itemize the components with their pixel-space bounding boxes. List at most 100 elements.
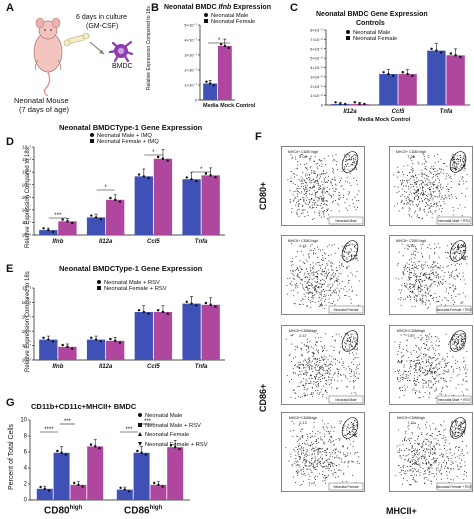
flow-event (450, 273, 452, 275)
flow-event (339, 457, 341, 459)
flow-event (340, 180, 342, 182)
flow-event (313, 353, 315, 355)
flow-event (402, 440, 404, 442)
flow-event (418, 190, 419, 192)
flow-event (435, 297, 437, 299)
flow-event (411, 193, 413, 195)
flow-event (322, 201, 324, 202)
flow-event (293, 372, 295, 374)
flow-event (429, 290, 431, 292)
flow-event (457, 421, 459, 423)
panel-b-xlabel: Media Mock Control (203, 103, 256, 109)
flow-event (352, 342, 354, 344)
flow-event (440, 469, 441, 471)
flow-event (286, 375, 288, 377)
flow-event (297, 191, 299, 192)
flow-event (319, 451, 321, 453)
flow-event (426, 433, 428, 434)
flow-event (425, 201, 427, 203)
flow-event (324, 253, 326, 255)
flow-event (416, 265, 418, 267)
flow-event (402, 376, 404, 378)
flow-event (461, 423, 463, 425)
flow-gate-label: MHCII+ CD80 high (288, 150, 318, 154)
flow-event (435, 336, 436, 338)
flow-event (445, 439, 447, 441)
E-bar-3-0 (182, 303, 201, 360)
flow-event (323, 170, 325, 172)
flow-event (324, 363, 326, 365)
flow-event (297, 361, 299, 363)
flow-event (423, 372, 425, 374)
flow-event (442, 387, 444, 389)
flow-event (461, 215, 463, 217)
flow-event (439, 185, 441, 187)
flow-event (333, 427, 335, 429)
flow-event (423, 483, 425, 485)
flow-event (320, 439, 322, 441)
flow-event (425, 197, 427, 199)
flow-event (303, 442, 305, 444)
flow-event (335, 292, 337, 294)
flow-event (434, 248, 436, 249)
flow-event (304, 295, 306, 297)
flow-event (424, 374, 426, 376)
flow-event (352, 202, 354, 204)
flow-event (319, 369, 321, 370)
flow-event (428, 338, 430, 340)
flow-event (328, 301, 330, 303)
flow-event (459, 333, 461, 335)
flow-event (408, 213, 410, 215)
flow-event (321, 448, 323, 449)
flow-event (465, 373, 467, 375)
flow-event (308, 273, 310, 274)
flow-event (424, 206, 426, 207)
flow-event (453, 159, 455, 161)
flow-event (347, 466, 349, 468)
G-point (94, 445, 97, 448)
flow-event (455, 420, 457, 422)
flow-event (444, 304, 446, 306)
flow-event (405, 349, 407, 351)
flow-event (397, 166, 399, 168)
flow-event (306, 440, 308, 441)
flow-event (417, 286, 419, 288)
flow-event (290, 379, 292, 381)
flow-event (433, 297, 435, 299)
flow-event (455, 243, 457, 245)
flow-gate-value: 7.27 (407, 334, 414, 338)
B-bar-0-0 (203, 83, 218, 100)
flow-event (406, 244, 408, 246)
flow-event (464, 421, 466, 423)
flow-sample-label: Neonatal Male + RSV (438, 398, 471, 402)
flow-event (432, 168, 434, 170)
flow-event (289, 277, 291, 279)
flow-event (326, 448, 328, 450)
flow-event (454, 420, 456, 422)
flow-event (436, 363, 437, 365)
flow-sample-label: Neonatal Male (335, 398, 356, 402)
flow-event (306, 380, 308, 382)
flow-event (310, 155, 312, 157)
flow-event (358, 373, 360, 375)
E-ytick-label: 10⁻⁷ (22, 343, 31, 348)
flow-event (297, 187, 299, 189)
flow-event (409, 373, 411, 375)
flow-event (417, 251, 419, 253)
flow-event (294, 184, 296, 186)
flow-event (449, 443, 451, 445)
flow-event (313, 265, 315, 267)
flow-event (297, 286, 299, 288)
flow-event (293, 199, 295, 201)
flow-event (351, 345, 353, 347)
flow-event (305, 203, 307, 205)
flow-event (461, 163, 463, 165)
flow-event (335, 439, 337, 441)
flow-event (336, 270, 337, 272)
flow-event (310, 187, 311, 189)
flow-event (320, 173, 322, 175)
flow-event (333, 169, 334, 171)
flow-event (309, 300, 311, 302)
flow-event (449, 176, 451, 178)
flow-event (463, 161, 465, 162)
